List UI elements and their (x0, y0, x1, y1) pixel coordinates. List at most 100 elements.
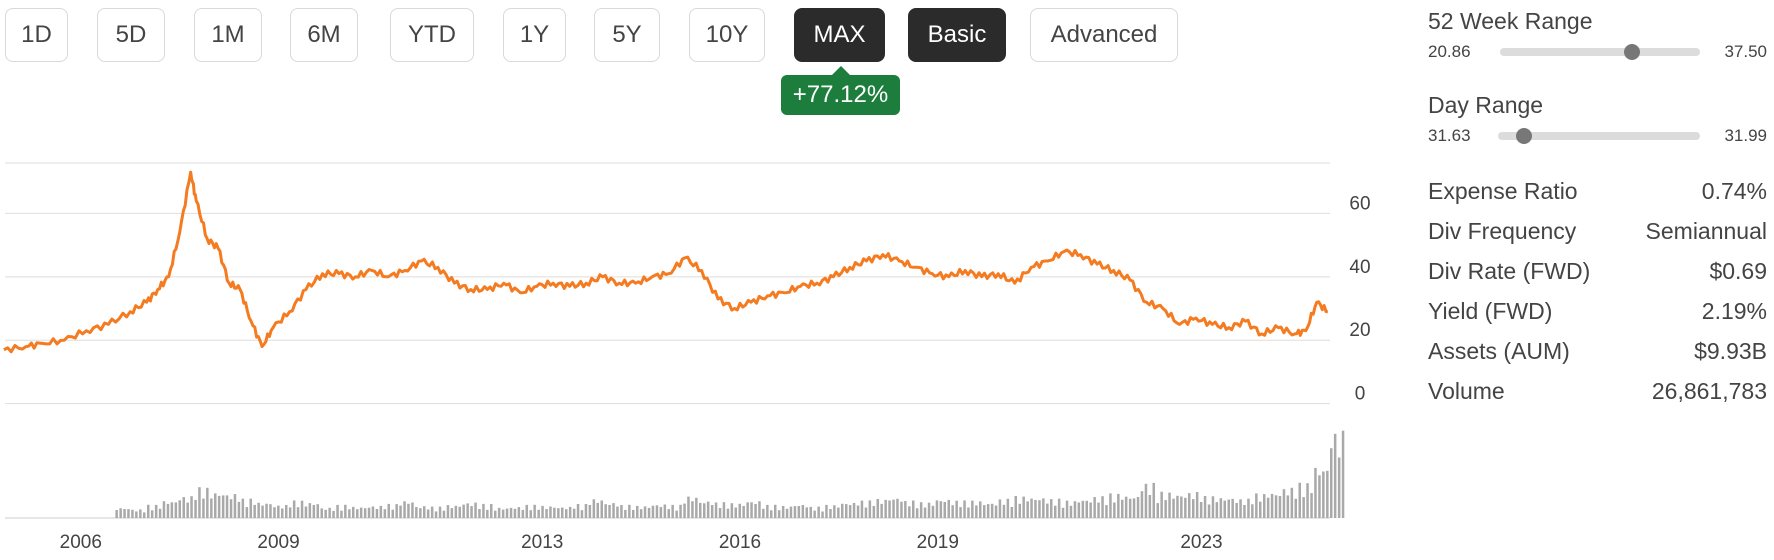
volume-bar (979, 501, 982, 518)
volume-bar (1239, 499, 1242, 518)
range-button-max[interactable]: MAX (794, 8, 885, 62)
volume-bar (620, 505, 623, 518)
volume-bar (738, 503, 741, 518)
volume-bar (774, 504, 777, 518)
volume-bar (813, 510, 816, 518)
volume-bar (1042, 498, 1045, 518)
volume-bar (679, 504, 682, 518)
volume-bar (174, 502, 178, 518)
range-button-1y[interactable]: 1Y (503, 8, 566, 62)
volume-bar (462, 504, 465, 518)
volume-bar (1333, 433, 1337, 518)
volume-bar (442, 510, 446, 518)
price-line-group (3, 170, 1328, 354)
y-axis-ticks: 0 20 40 60 (1349, 193, 1370, 404)
volume-bar (785, 508, 789, 518)
volume-bar (233, 494, 237, 518)
volume-bar (521, 509, 525, 518)
volume-bar (359, 507, 363, 518)
volume-bar (632, 510, 635, 518)
volume-bar (198, 487, 201, 518)
volume-bar (336, 504, 339, 518)
volume-bar (1081, 500, 1085, 518)
volume-bar (194, 499, 197, 518)
volume-bar (407, 503, 410, 518)
volume-bar (1231, 498, 1234, 518)
stat-value-expense-ratio: 0.74% (1701, 178, 1767, 204)
volume-bar (1211, 496, 1215, 518)
volume-bar (545, 509, 548, 518)
volume-bar (896, 498, 899, 518)
volume-bar (726, 508, 730, 518)
volume-bar (1026, 501, 1029, 518)
volume-bar (434, 511, 438, 518)
volume-bar (225, 495, 229, 518)
range-button-10y[interactable]: 10Y (689, 8, 765, 62)
volume-bar (419, 508, 422, 518)
chart-grid (5, 162, 1330, 519)
range-button-6m[interactable]: 6M (290, 8, 358, 62)
volume-bar (249, 498, 252, 518)
volume-bar (1176, 495, 1179, 518)
volume-bar (486, 509, 489, 518)
volume-bar (143, 512, 146, 518)
range-button-1m[interactable]: 1M (194, 8, 262, 62)
volume-bar (710, 505, 714, 518)
volume-bar (206, 487, 209, 518)
volume-bar (214, 493, 217, 518)
volume-bar (127, 509, 130, 518)
volume-bar (1144, 483, 1148, 518)
range-button-5y[interactable]: 5Y (594, 8, 660, 62)
volume-bar (990, 503, 994, 518)
x-tick-label: 2019 (917, 532, 959, 553)
range-button-5d[interactable]: 5D (97, 8, 165, 62)
mode-button-advanced[interactable]: Advanced (1030, 8, 1178, 62)
stat-label-div-rate: Div Rate (FWD) (1428, 258, 1591, 284)
range-button-ytd[interactable]: YTD (390, 8, 474, 62)
volume-bar (833, 505, 836, 518)
volume-bar (1085, 500, 1088, 518)
volume-bar (525, 504, 528, 518)
mode-button-basic[interactable]: Basic (908, 8, 1006, 62)
volume-bar (253, 504, 256, 518)
volume-bar (770, 510, 773, 518)
volume-bars (115, 430, 1345, 518)
volume-bar (939, 501, 943, 518)
volume-bar (888, 500, 891, 518)
volume-bar (537, 509, 540, 518)
volume-bar (1263, 494, 1266, 518)
volume-bar (584, 504, 588, 518)
volume-bar (367, 507, 371, 518)
volume-bar (1002, 504, 1006, 518)
volume-bar (281, 508, 284, 518)
volume-bar (1152, 482, 1155, 518)
volume-bar (592, 499, 596, 518)
volume-bar (1054, 505, 1057, 518)
range-button-1d[interactable]: 1D (5, 8, 68, 62)
volume-bar (454, 505, 458, 518)
volume-bar (565, 509, 568, 518)
volume-bar (190, 496, 193, 518)
volume-bar (356, 509, 359, 518)
volume-bar (202, 498, 205, 518)
volume-bar (647, 507, 651, 518)
volume-bar (1274, 495, 1278, 518)
volume-bar (300, 500, 304, 518)
volume-bar (529, 510, 532, 518)
volume-bar (805, 507, 808, 518)
volume-bar (998, 499, 1002, 518)
volume-bar (604, 504, 607, 518)
volume-bar (860, 500, 864, 518)
stat-label-volume: Volume (1428, 378, 1505, 404)
volume-bar (781, 506, 785, 518)
volume-bar (789, 506, 793, 518)
volume-bar (332, 510, 335, 518)
volume-bar (1124, 496, 1128, 518)
volume-bar (1128, 498, 1132, 518)
volume-bar (395, 504, 398, 518)
volume-bar (703, 503, 706, 518)
volume-bar (612, 503, 615, 518)
volume-bar (549, 506, 552, 518)
volume-bar (494, 510, 497, 518)
stat-value-div-frequency: Semiannual (1645, 218, 1767, 244)
